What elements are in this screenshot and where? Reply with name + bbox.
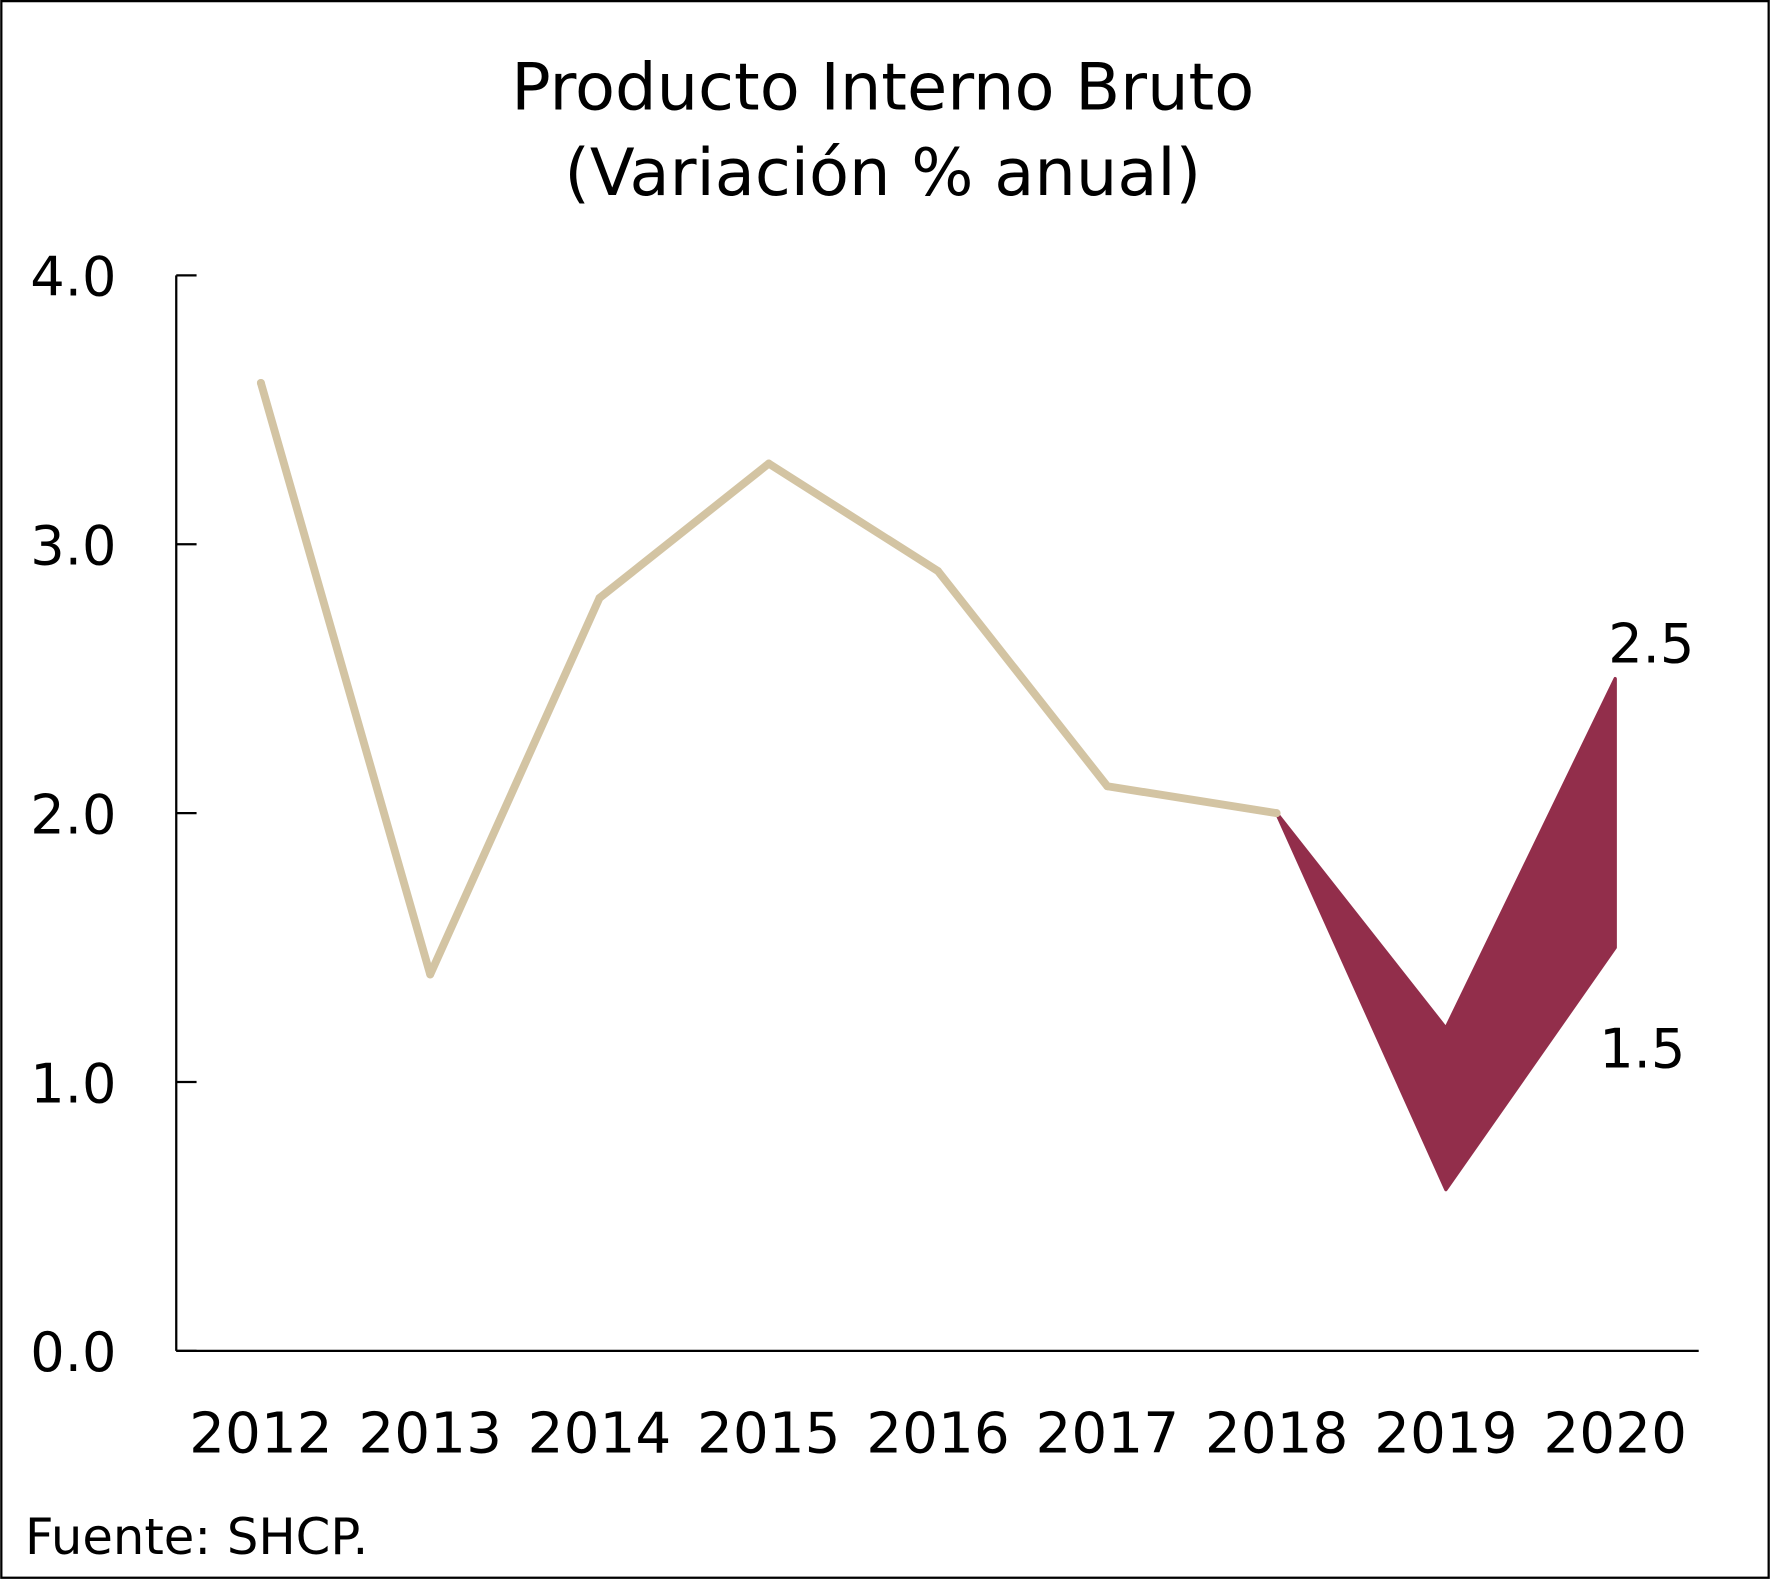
x-tick-label: 2014	[528, 1401, 672, 1466]
y-tick-label: 3.0	[30, 515, 116, 578]
y-tick-label: 4.0	[30, 246, 116, 309]
x-tick-label: 2016	[866, 1401, 1010, 1466]
annotation-lower: 1.5	[1599, 1018, 1685, 1081]
x-tick-label: 2017	[1036, 1401, 1180, 1466]
observed-point	[1103, 782, 1112, 791]
observed-point	[934, 567, 942, 576]
x-tick-label: 2018	[1205, 1401, 1349, 1466]
forecast-range-area	[1274, 677, 1617, 1192]
source-note: Fuente: SHCP.	[25, 1508, 368, 1566]
x-tick-label: 2019	[1374, 1401, 1518, 1466]
observed-point	[256, 378, 265, 387]
x-tick-label: 2012	[189, 1401, 333, 1466]
y-tick-label: 0.0	[30, 1321, 116, 1384]
y-tick-label: 1.0	[30, 1052, 116, 1115]
y-tick-label: 2.0	[30, 783, 116, 846]
observed-point	[764, 459, 773, 468]
annotation-upper: 2.5	[1608, 612, 1694, 675]
observed-point	[426, 970, 435, 979]
observed-point	[1272, 809, 1281, 818]
observed-point	[595, 594, 604, 602]
chart-title: Producto Interno Bruto	[511, 49, 1254, 125]
x-tick-label: 2015	[697, 1401, 841, 1466]
x-tick-label: 2013	[358, 1401, 502, 1466]
chart-subtitle: (Variación % anual)	[564, 135, 1201, 211]
x-tick-label: 2020	[1543, 1401, 1687, 1466]
